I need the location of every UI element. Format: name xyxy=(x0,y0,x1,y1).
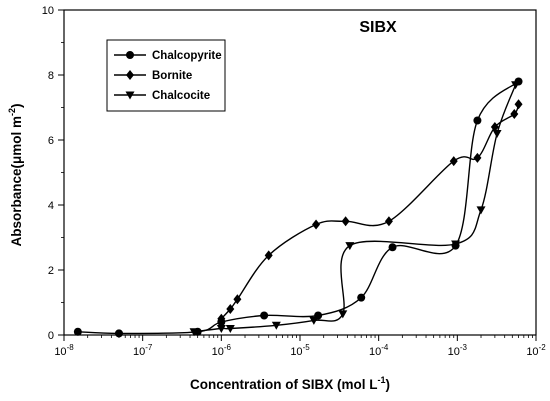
series-chalcocite xyxy=(189,81,521,337)
x-axis-ticks: 10-8 10-7 10-6 10-5 10-4 10-3 10-2 xyxy=(54,335,546,358)
data-point xyxy=(511,81,521,90)
data-point xyxy=(476,206,486,215)
y-tick-label: 2 xyxy=(48,265,54,277)
data-point xyxy=(388,243,397,252)
x-tick-label: 10-5 xyxy=(290,343,310,358)
series-chalcopyrite xyxy=(73,77,523,338)
y-tick-label: 8 xyxy=(48,70,54,82)
x-tick-label: 10-6 xyxy=(212,343,232,358)
y-axis-title: Absorbance(μmol m-2) xyxy=(7,103,24,246)
data-point xyxy=(338,310,348,319)
legend-label: Bornite xyxy=(152,70,192,82)
data-point xyxy=(473,116,482,125)
x-tick-label: 10-3 xyxy=(448,343,468,358)
chart-title: SIBX xyxy=(359,19,397,36)
data-point xyxy=(341,216,350,227)
series-layer xyxy=(73,77,523,338)
data-point xyxy=(309,316,319,325)
legend-label: Chalcocite xyxy=(152,90,210,102)
y-axis-ticks: 0 2 4 6 8 10 xyxy=(42,5,64,342)
legend-marker-circle xyxy=(126,51,134,59)
series-line xyxy=(194,84,517,333)
data-point xyxy=(384,216,393,227)
x-tick-label: 10-2 xyxy=(526,343,546,358)
data-point xyxy=(189,328,199,337)
y-tick-label: 4 xyxy=(48,200,54,212)
data-point xyxy=(217,313,226,324)
data-point xyxy=(451,240,461,249)
x-tick-label: 10-8 xyxy=(54,343,74,358)
data-point xyxy=(492,130,502,138)
legend: Chalcopyrite Bornite Chalcocite xyxy=(106,39,226,112)
x-axis-title: Concentration of SIBX (mol L-1) xyxy=(190,375,390,392)
legend-marker-diamond xyxy=(126,70,134,80)
data-point xyxy=(449,156,458,167)
data-point xyxy=(510,109,519,119)
legend-marker-triangle-down xyxy=(125,91,135,100)
y-tick-label: 6 xyxy=(48,135,54,147)
data-point xyxy=(312,219,321,230)
data-point xyxy=(226,304,235,314)
data-point xyxy=(225,325,235,333)
x-tick-label: 10-7 xyxy=(133,343,153,358)
data-point xyxy=(260,311,269,320)
series-line xyxy=(77,80,519,335)
data-point xyxy=(264,250,273,261)
data-point xyxy=(357,293,366,302)
data-point xyxy=(473,152,482,163)
x-tick-label: 10-4 xyxy=(369,343,389,358)
series-bornite xyxy=(217,99,523,324)
y-tick-label: 0 xyxy=(48,330,54,342)
y-tick-label: 10 xyxy=(42,5,54,17)
data-point xyxy=(233,294,242,305)
data-point xyxy=(514,99,523,110)
legend-label: Chalcopyrite xyxy=(152,50,222,62)
data-point xyxy=(216,325,226,333)
data-point xyxy=(345,242,355,251)
data-point xyxy=(490,122,499,132)
data-point xyxy=(73,327,82,336)
data-point xyxy=(114,329,123,338)
data-point xyxy=(271,321,281,330)
